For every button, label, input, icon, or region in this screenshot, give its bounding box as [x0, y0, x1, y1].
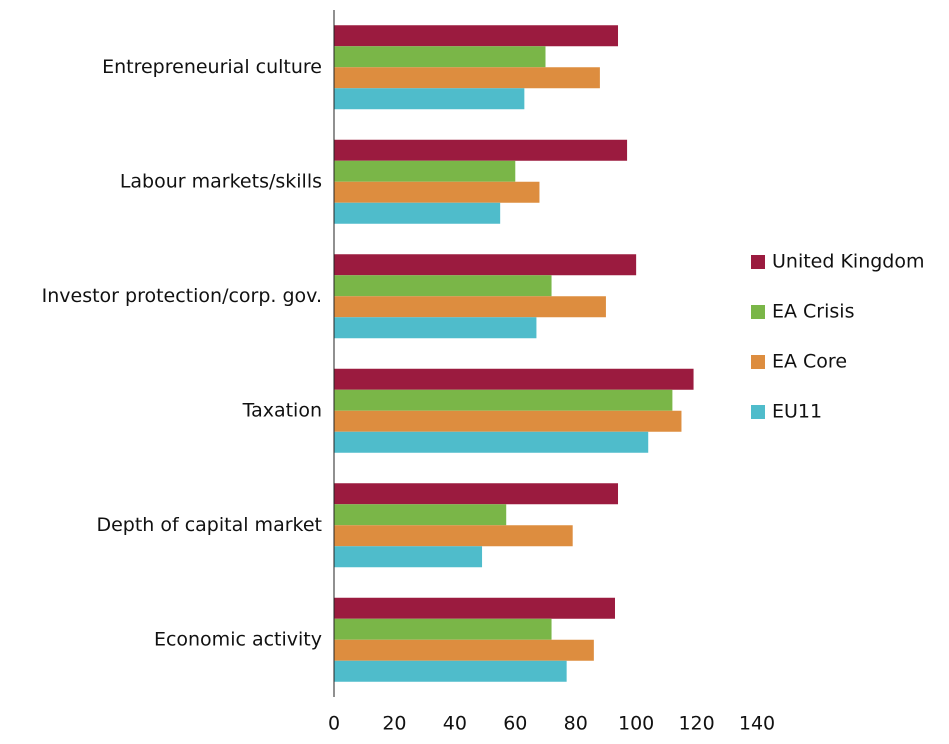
x-tick-label: 140	[739, 713, 775, 735]
bar	[334, 660, 567, 682]
legend-label: EA Core	[772, 351, 847, 373]
bar	[334, 254, 637, 276]
bar	[334, 431, 649, 453]
bar	[334, 389, 673, 411]
bar	[334, 160, 516, 182]
bar	[334, 296, 606, 318]
bar	[334, 181, 540, 203]
legend-swatch	[751, 405, 765, 419]
bar	[334, 317, 537, 339]
x-tick-label: 40	[443, 713, 467, 735]
y-tick-label: Depth of capital market	[96, 514, 322, 536]
bar	[334, 525, 573, 547]
y-tick-label: Taxation	[242, 399, 322, 421]
y-tick-label: Economic activity	[154, 628, 322, 650]
legend-swatch	[751, 255, 765, 269]
y-tick-label: Labour markets/skills	[120, 170, 322, 192]
legend-label: United Kingdom	[772, 251, 925, 273]
x-tick-label: 100	[618, 713, 654, 735]
bar	[334, 546, 483, 568]
legend-label: EA Crisis	[772, 301, 854, 323]
y-tick-label: Investor protection/corp. gov.	[42, 285, 322, 307]
bar	[334, 139, 628, 161]
bar	[334, 88, 525, 110]
x-tick-label: 120	[678, 713, 714, 735]
legend-label: EU11	[772, 401, 822, 423]
bar	[334, 504, 507, 526]
bar	[334, 25, 619, 47]
bar	[334, 639, 594, 661]
y-tick-label: Entrepreneurial culture	[102, 56, 322, 78]
bar	[334, 46, 546, 68]
legend-swatch	[751, 305, 765, 319]
legend-swatch	[751, 355, 765, 369]
x-tick-label: 20	[382, 713, 406, 735]
bar	[334, 202, 501, 224]
bar	[334, 410, 682, 432]
bar	[334, 597, 615, 619]
bar	[334, 483, 619, 505]
x-tick-label: 60	[503, 713, 527, 735]
bar	[334, 275, 552, 297]
bar	[334, 618, 552, 640]
x-tick-label: 80	[564, 713, 588, 735]
x-tick-label: 0	[328, 713, 340, 735]
bar	[334, 368, 694, 390]
bar	[334, 67, 600, 89]
